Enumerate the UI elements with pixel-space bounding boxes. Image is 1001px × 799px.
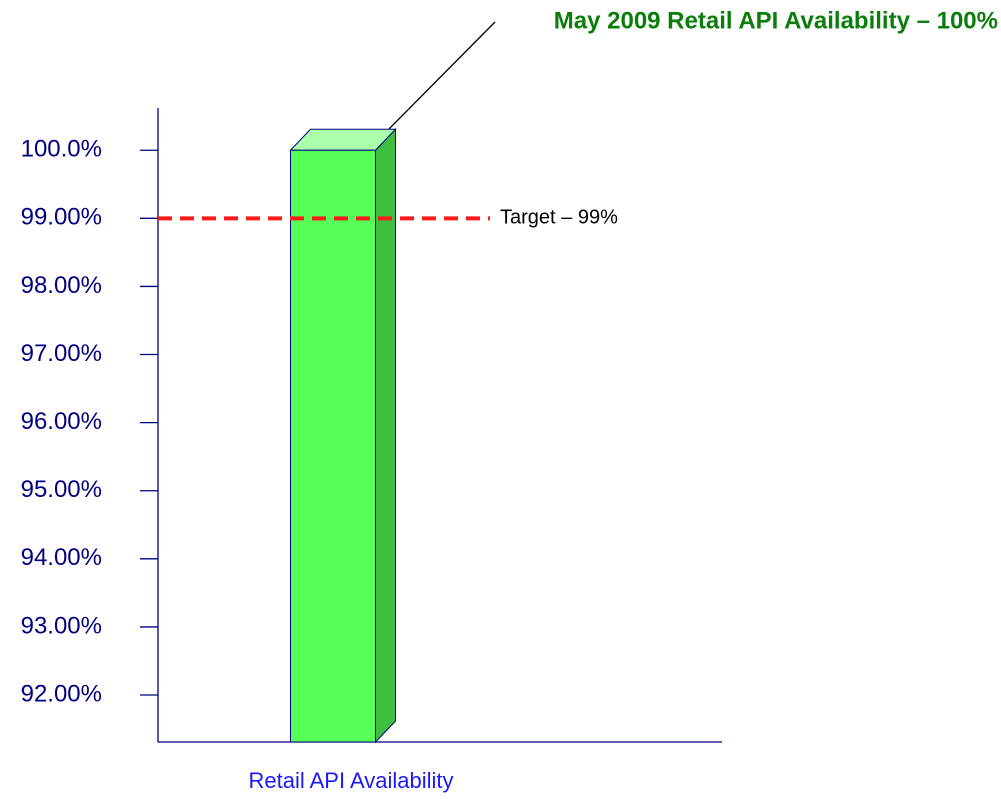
x-tick-label: Retail API Availability: [248, 768, 453, 793]
leader-line: [384, 21, 496, 134]
bar: [290, 149, 376, 743]
y-tick-label: 95.00%: [21, 476, 102, 503]
y-tick-label: 96.00%: [21, 408, 102, 435]
y-tick-label: 94.00%: [21, 544, 102, 571]
y-tick-label: 97.00%: [21, 340, 102, 367]
y-tick-label: 99.00%: [21, 204, 102, 231]
chart-title: May 2009 Retail API Availability – 100%: [554, 7, 998, 34]
y-tick-label: 100.0%: [21, 136, 102, 163]
y-tick-label: 98.00%: [21, 272, 102, 299]
target-label: Target – 99%: [500, 207, 618, 229]
y-tick-label: 93.00%: [21, 612, 102, 639]
bar-side: [375, 127, 396, 744]
y-tick-label: 92.00%: [21, 680, 102, 707]
